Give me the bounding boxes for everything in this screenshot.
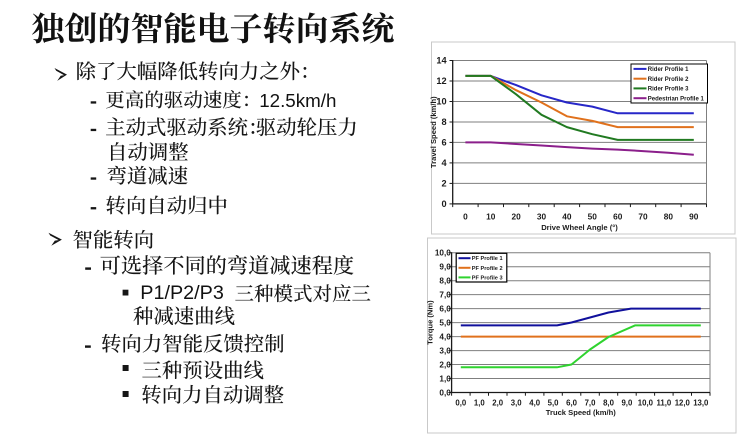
- svg-text:9,0: 9,0: [621, 399, 633, 408]
- svg-text:2: 2: [441, 179, 446, 189]
- svg-text:11,0: 11,0: [657, 399, 672, 408]
- svg-text:10,0: 10,0: [638, 399, 654, 408]
- svg-text:10: 10: [486, 212, 496, 222]
- svg-text:10: 10: [436, 97, 446, 107]
- svg-text:70: 70: [638, 212, 648, 222]
- svg-text:12.5km/h: 12.5km/h: [259, 90, 336, 111]
- svg-text:3,0: 3,0: [511, 399, 523, 408]
- svg-text:4: 4: [441, 158, 447, 168]
- svg-text:6,0: 6,0: [439, 305, 451, 314]
- svg-text:5,0: 5,0: [439, 319, 451, 328]
- svg-text:8: 8: [441, 117, 446, 127]
- svg-text:2,0: 2,0: [439, 361, 451, 370]
- svg-text:6: 6: [441, 138, 446, 148]
- svg-text:12: 12: [436, 76, 446, 86]
- svg-text:90: 90: [689, 212, 699, 222]
- svg-text:P1/P2/P3: P1/P2/P3: [140, 282, 224, 304]
- svg-text:Torque (Nm): Torque (Nm): [425, 300, 434, 345]
- svg-text:Pedestrian Profile 1: Pedestrian Profile 1: [648, 96, 705, 102]
- svg-text:Rider Profile 1: Rider Profile 1: [648, 67, 689, 73]
- svg-text:PF Profile 2: PF Profile 2: [472, 266, 503, 272]
- svg-text:4,0: 4,0: [529, 399, 541, 408]
- svg-text:PF Profile 1: PF Profile 1: [472, 256, 503, 262]
- svg-text:Drive Wheel Angle (°): Drive Wheel Angle (°): [541, 223, 618, 232]
- svg-text:5,0: 5,0: [548, 399, 560, 408]
- svg-text:PF Profile 3: PF Profile 3: [472, 275, 503, 281]
- svg-text:1,0: 1,0: [474, 399, 486, 408]
- svg-text:3,0: 3,0: [439, 347, 451, 356]
- svg-text:4,0: 4,0: [439, 333, 451, 342]
- svg-text:0: 0: [463, 212, 468, 222]
- svg-text:80: 80: [664, 212, 674, 222]
- svg-text:8,0: 8,0: [439, 277, 451, 286]
- svg-text:Rider Profile 3: Rider Profile 3: [648, 87, 689, 93]
- svg-text:40: 40: [562, 212, 572, 222]
- svg-text:6,0: 6,0: [566, 399, 578, 408]
- svg-text:Rider Profile 2: Rider Profile 2: [648, 77, 689, 83]
- svg-text:2,0: 2,0: [492, 399, 504, 408]
- svg-text:10,0: 10,0: [435, 249, 451, 258]
- svg-text:0,0: 0,0: [439, 389, 451, 398]
- svg-text:7,0: 7,0: [439, 291, 451, 300]
- svg-text:20: 20: [511, 212, 521, 222]
- svg-text:7,0: 7,0: [585, 399, 597, 408]
- svg-text:0: 0: [441, 199, 446, 209]
- svg-text:50: 50: [588, 212, 598, 222]
- svg-text:30: 30: [537, 212, 547, 222]
- svg-text:14: 14: [436, 56, 447, 66]
- svg-text:13,0: 13,0: [693, 399, 709, 408]
- svg-text:60: 60: [613, 212, 623, 222]
- svg-text:12,0: 12,0: [675, 399, 691, 408]
- svg-text:1,0: 1,0: [439, 375, 451, 384]
- svg-text:Truck Speed (km/h): Truck Speed (km/h): [546, 408, 617, 417]
- svg-text:0,0: 0,0: [455, 399, 467, 408]
- svg-text:Travel Speed (km/h): Travel Speed (km/h): [429, 96, 438, 168]
- svg-text:8,0: 8,0: [603, 399, 615, 408]
- svg-text:9,0: 9,0: [439, 263, 451, 272]
